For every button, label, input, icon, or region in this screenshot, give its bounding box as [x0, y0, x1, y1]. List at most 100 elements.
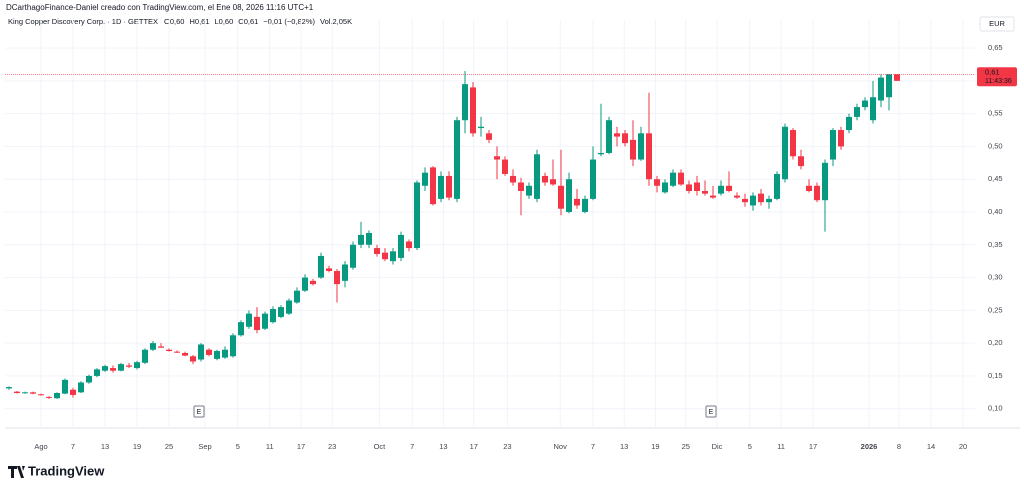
candle-body	[558, 185, 564, 209]
y-tick-label: 0,30	[988, 273, 1003, 282]
candle-body	[782, 126, 788, 180]
candle-body	[590, 159, 596, 199]
x-tick-label: 5	[748, 442, 752, 451]
x-tick-label: 25	[682, 442, 690, 451]
candle-body	[542, 175, 548, 183]
candle-body	[302, 277, 308, 291]
symbol-title: King Copper Discovery Corp. · 1D · GETTE…	[8, 17, 158, 26]
price-tag-value: 0,61	[985, 67, 1000, 76]
candle-body	[62, 379, 68, 394]
logo	[8, 466, 25, 478]
x-tick-label: 17	[297, 442, 305, 451]
event-marker	[705, 405, 717, 418]
candle-body	[614, 133, 620, 137]
candle-body	[406, 241, 412, 249]
candle-body	[182, 352, 188, 356]
candle-body	[246, 313, 252, 327]
price-tag-countdown: 11:43:36	[985, 78, 1012, 85]
candle-body	[294, 290, 300, 303]
candle-body	[358, 234, 364, 245]
candle-body	[502, 159, 508, 174]
candle-body	[438, 175, 444, 199]
candle-body	[414, 182, 420, 249]
x-tick-label: 19	[651, 442, 659, 451]
candle-body	[574, 198, 580, 206]
legend-value: Vol.2,05K	[320, 17, 352, 26]
candle-body	[566, 179, 572, 212]
candle-body	[750, 195, 756, 206]
currency: EUR	[989, 19, 1005, 28]
x-tick-label: Oct	[374, 442, 387, 451]
candle-body	[422, 172, 428, 186]
candle-body	[638, 133, 644, 160]
candle-body	[6, 387, 12, 389]
brand: TradingView	[28, 463, 105, 478]
candle-body	[134, 362, 140, 369]
x-tick-label: 11	[266, 442, 274, 451]
candle-body	[718, 185, 724, 194]
candle-body	[286, 300, 292, 314]
y-tick-label: 0,55	[988, 109, 1003, 118]
candle-body	[326, 268, 332, 272]
price-tag	[977, 67, 1017, 87]
candle-body	[46, 396, 52, 398]
axes: 0,10 0,15 0,20 0,25 0,30 0,35 0,40 0,45 0,50 0,55…	[5, 20, 1003, 451]
candle-body	[494, 156, 500, 160]
candle-body	[230, 335, 236, 357]
candle-body	[678, 172, 684, 185]
candle-body	[734, 195, 740, 198]
currency-box[interactable]	[979, 16, 1015, 32]
x-tick-label: 17	[470, 442, 478, 451]
candle-body	[446, 175, 452, 198]
x-tick-label: 7	[71, 442, 75, 451]
x-tick-label: Ago	[34, 442, 47, 451]
x-tick-label: 11	[777, 442, 785, 451]
candle-body	[486, 133, 492, 140]
x-tick-label: Nov	[554, 442, 568, 451]
candle-body	[470, 87, 476, 134]
candle-body	[54, 392, 60, 399]
candle-body	[646, 133, 652, 180]
y-tick-label: 0,40	[988, 207, 1003, 216]
x-tick-label: 7	[591, 442, 595, 451]
candle-body	[686, 184, 692, 192]
y-tick-label: 0,45	[988, 174, 1003, 183]
candle-body	[158, 346, 164, 348]
candle-body	[334, 271, 340, 285]
candle-body	[806, 185, 812, 192]
attribution: DCarthagoFinance-Daniel creado con Tradi…	[6, 3, 314, 12]
candle-body	[382, 252, 388, 260]
y-tick-label: 0,35	[988, 240, 1003, 249]
candle-body	[814, 185, 820, 201]
x-tick-label: 20	[959, 442, 967, 451]
event-label: E	[709, 409, 714, 416]
x-tick-label: 19	[133, 442, 141, 451]
candle-body	[894, 74, 900, 81]
candle-body	[262, 313, 268, 329]
x-tick-label: 25	[165, 442, 173, 451]
candle-body	[398, 234, 404, 258]
candle-body	[166, 349, 172, 352]
candle-body	[654, 179, 660, 186]
candle-body	[86, 375, 92, 383]
candle-body	[510, 175, 516, 183]
candle-body	[38, 394, 44, 396]
candle-body	[726, 185, 732, 192]
candle-body	[742, 198, 748, 203]
candle-body	[854, 107, 860, 117]
x-tick-label: Sep	[198, 442, 211, 451]
x-tick-label: 13	[101, 442, 109, 451]
x-tick-label: 2026	[861, 442, 878, 451]
x-tick-label: 8	[897, 442, 901, 451]
candle-body	[390, 251, 396, 262]
y-tick-label: 0,10	[988, 404, 1003, 413]
candle-body	[702, 191, 708, 194]
candle-body	[110, 368, 116, 371]
candle-body	[102, 366, 108, 371]
candle-body	[518, 182, 524, 192]
candle-body	[22, 392, 28, 394]
candle-body	[222, 349, 228, 358]
candle-body	[126, 365, 132, 367]
candle-body	[14, 391, 20, 393]
